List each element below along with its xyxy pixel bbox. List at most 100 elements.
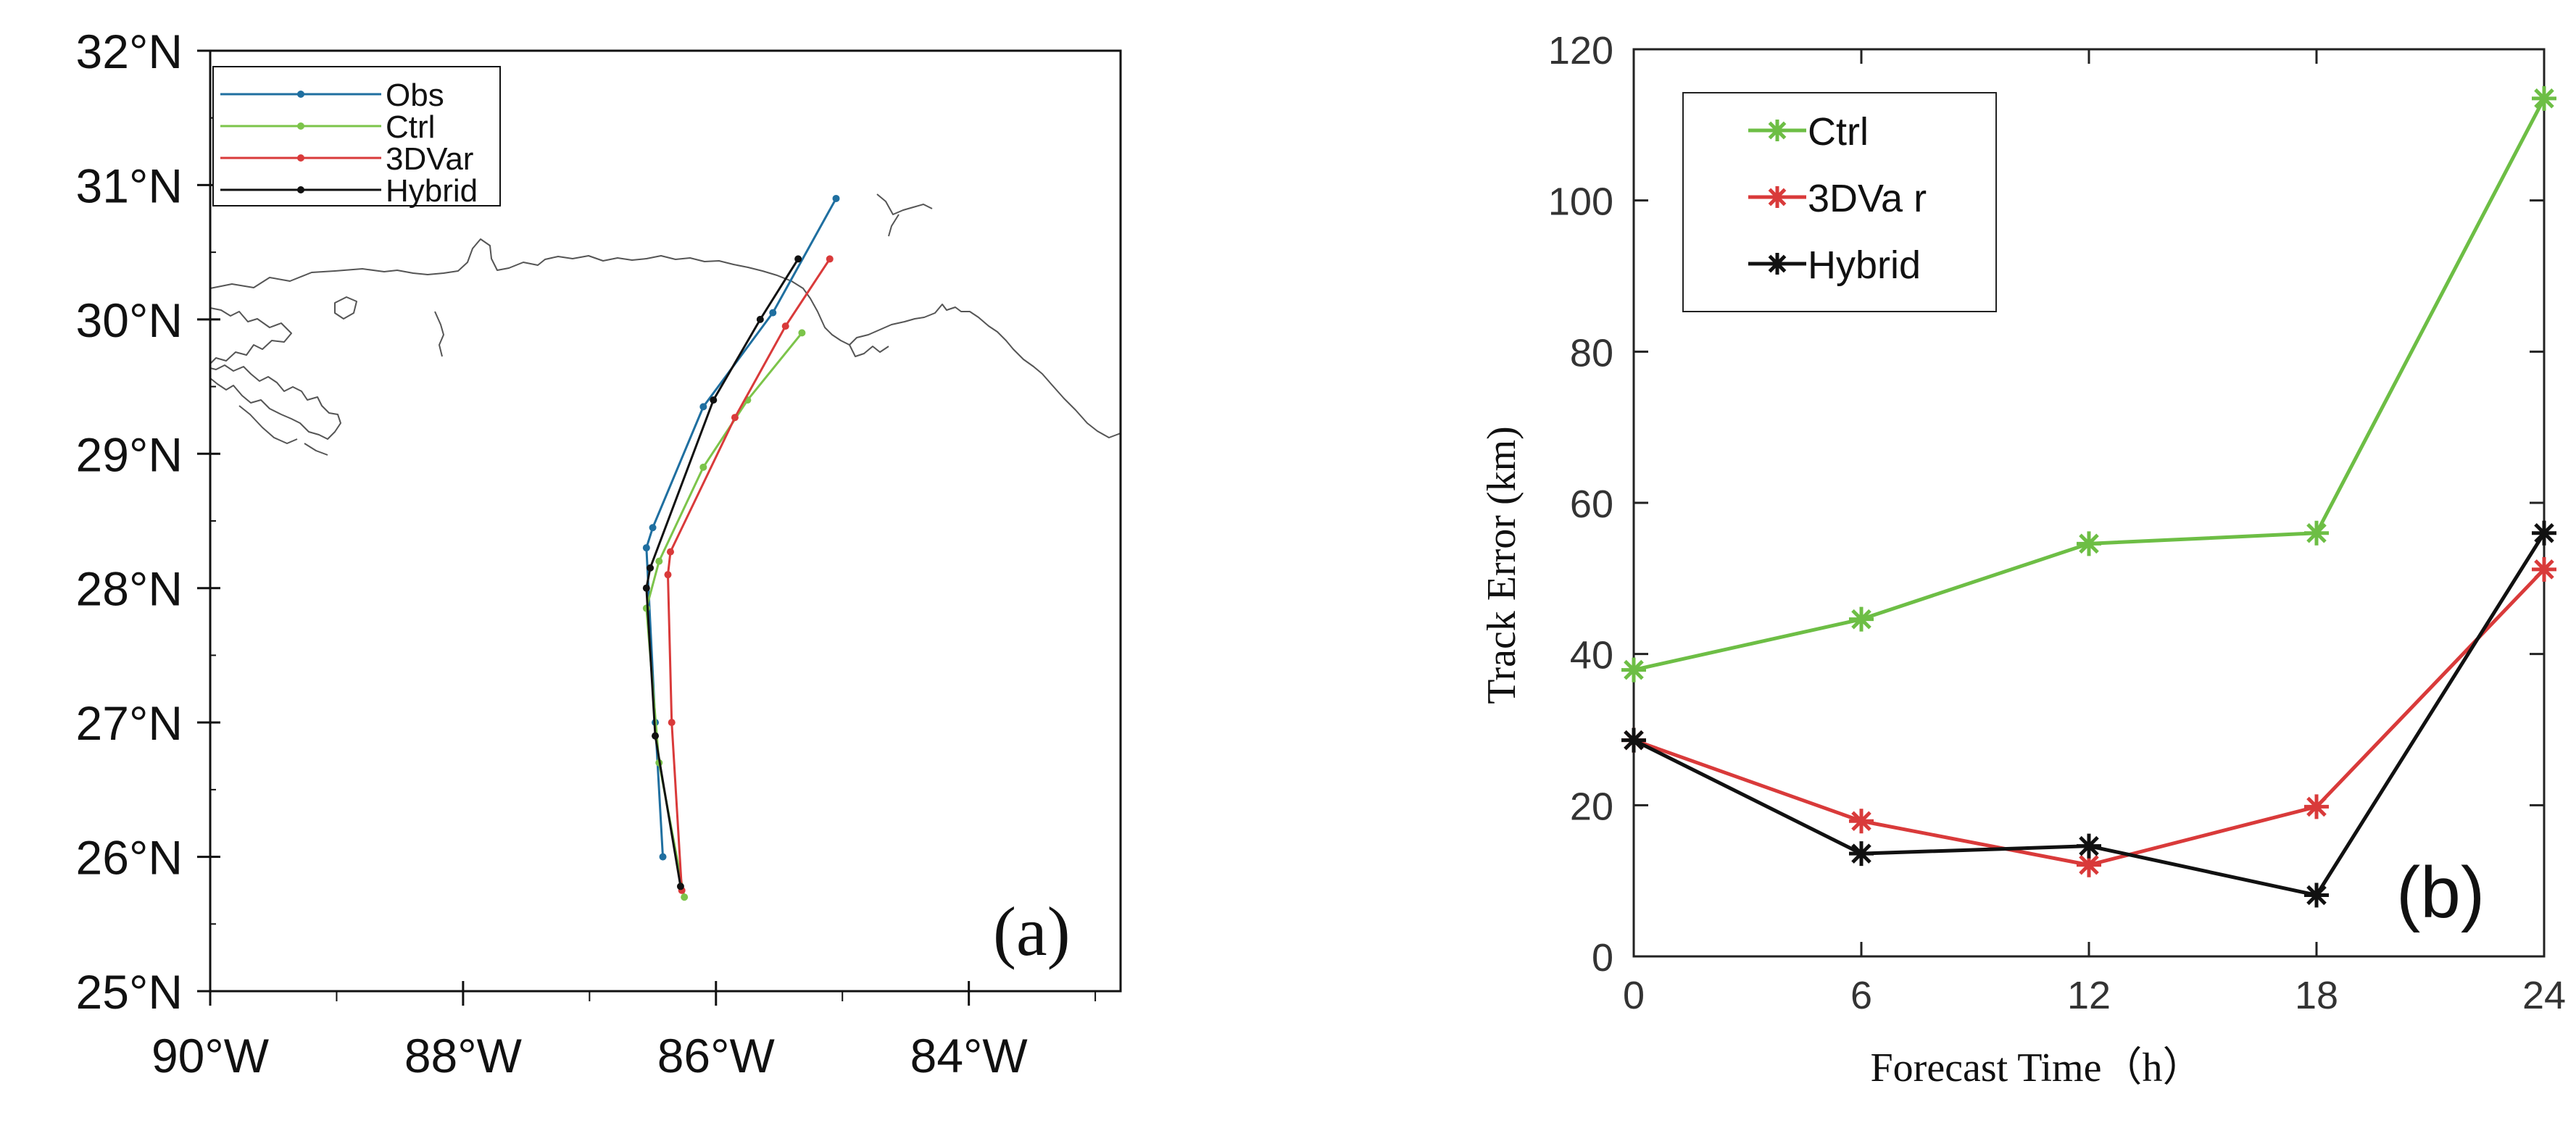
y-tick-label: 27°N: [76, 696, 183, 750]
track-point: [676, 882, 684, 890]
panel-a-track-map: 25°N 26°N 27°N 28°N 29°N 30°N 31°N 32°N 90°W 88°W…: [76, 25, 1122, 1082]
gulf-coastline: [209, 238, 1121, 438]
x-tick-label: 86°W: [657, 1029, 776, 1082]
series-point: [2304, 794, 2329, 819]
x-tick-label: 0: [1623, 974, 1645, 1017]
y-tick-label: 29°N: [76, 427, 183, 481]
track-point: [642, 544, 650, 552]
series-point: [1849, 809, 1874, 834]
y-tick-label: 80: [1570, 331, 1613, 375]
series-point: [1849, 841, 1874, 867]
track-point: [652, 732, 660, 740]
coast-inlet: [849, 193, 933, 357]
series-point: [1621, 727, 1646, 753]
legend-b: Ctrl 3DVa r Hybrid: [1682, 92, 1997, 312]
panel-b-track-error: 0 20 40 60 80 100 120 0 6 12 18 24 Ctrl 3DVa r Hybrid…: [1479, 29, 2566, 1090]
track-point: [655, 557, 663, 565]
track-point: [668, 719, 676, 727]
track-point: [794, 255, 802, 263]
y-axis-label: Track Error (km): [1479, 426, 1524, 704]
series-point: [2077, 531, 2101, 556]
legend-b-box: [1682, 92, 1997, 312]
coast-bay-east: [434, 214, 899, 357]
panel-a-label: (a): [993, 893, 1071, 970]
track-point: [781, 322, 789, 330]
y-tick-label: 25°N: [76, 965, 183, 1019]
error-series: [1621, 85, 2556, 908]
x-axis-label: Forecast Time（h）: [1871, 1046, 2203, 1090]
y-tick-label: 120: [1548, 29, 1613, 72]
y-tick-label: 30°N: [76, 293, 183, 347]
legend-a-label: Obs: [386, 78, 444, 113]
coast-islands: [238, 405, 328, 456]
track-point: [731, 414, 739, 422]
series-point: [2304, 882, 2329, 908]
track-point: [756, 315, 764, 323]
series-point: [2532, 556, 2556, 582]
track-point: [798, 329, 806, 337]
legend-a-marker: [297, 186, 304, 193]
legend-b-marker: [1766, 253, 1788, 275]
x-tick-label: 24: [2522, 974, 2566, 1017]
track-point: [710, 396, 718, 404]
x-tick-label: 18: [2295, 974, 2338, 1017]
series-point: [2077, 852, 2101, 877]
x-tick-label: 88°W: [404, 1029, 523, 1082]
track-point: [666, 548, 674, 556]
legend-a-label: 3DVar: [386, 141, 473, 177]
y-tick-label: 28°N: [76, 562, 183, 616]
legend-b-label: Hybrid: [1808, 243, 1921, 287]
y-tick-label: 26°N: [76, 831, 183, 885]
coastline: [209, 193, 1121, 456]
lake: [334, 296, 357, 320]
series-line-3dvar: [1633, 568, 2546, 867]
track-point: [659, 853, 667, 861]
track-point: [647, 564, 655, 572]
map-axes: 25°N 26°N 27°N 28°N 29°N 30°N 31°N 32°N 90°W 88°W…: [76, 25, 1122, 1082]
track-point: [769, 309, 777, 317]
legend-a-label: Ctrl: [386, 109, 435, 145]
x-tick-label: 12: [2067, 974, 2111, 1017]
series-point: [2304, 520, 2329, 546]
track-lines: [642, 194, 840, 901]
panel-b-label: (b): [2396, 852, 2485, 933]
series-point: [2532, 85, 2556, 111]
y-tick-label: 40: [1570, 634, 1613, 677]
x-tick-label: 6: [1850, 974, 1872, 1017]
y-tick-label: 100: [1548, 180, 1613, 224]
track-point: [664, 571, 672, 579]
y-tick-label: 32°N: [76, 25, 183, 78]
x-tick-label: 84°W: [910, 1029, 1029, 1082]
track-point: [826, 255, 834, 263]
legend-a-marker: [297, 154, 304, 162]
y-tick-label: 20: [1570, 785, 1613, 828]
series-point: [1849, 606, 1874, 632]
legend-b-marker: [1766, 186, 1788, 208]
legend-b-marker: [1766, 120, 1788, 141]
y-tick-label: 31°N: [76, 159, 183, 212]
legend-a-marker: [297, 91, 304, 98]
track-point: [649, 524, 657, 532]
track-point: [699, 463, 707, 471]
legend-b-label: Ctrl: [1808, 110, 1869, 154]
track-point: [681, 893, 689, 901]
y-tick-label: 60: [1570, 483, 1613, 526]
y-tick-label: 0: [1592, 936, 1613, 980]
track-point: [832, 194, 840, 202]
track-point: [642, 584, 650, 592]
series-point: [1621, 657, 1646, 683]
legend-a-box: [212, 66, 501, 206]
legend-a-label: Hybrid: [386, 173, 478, 209]
track-point: [699, 403, 707, 411]
legend-a-marker: [297, 122, 304, 130]
coast-bay: [209, 307, 292, 364]
x-tick-label: 90°W: [151, 1029, 270, 1082]
series-point: [2532, 520, 2556, 546]
legend-b-label: 3DVa r: [1808, 177, 1927, 220]
series-point: [2077, 833, 2101, 859]
track-3dvar: [666, 258, 831, 891]
coast-delta: [209, 364, 341, 440]
error-axes: 0 20 40 60 80 100 120 0 6 12 18 24: [1548, 29, 2566, 1017]
